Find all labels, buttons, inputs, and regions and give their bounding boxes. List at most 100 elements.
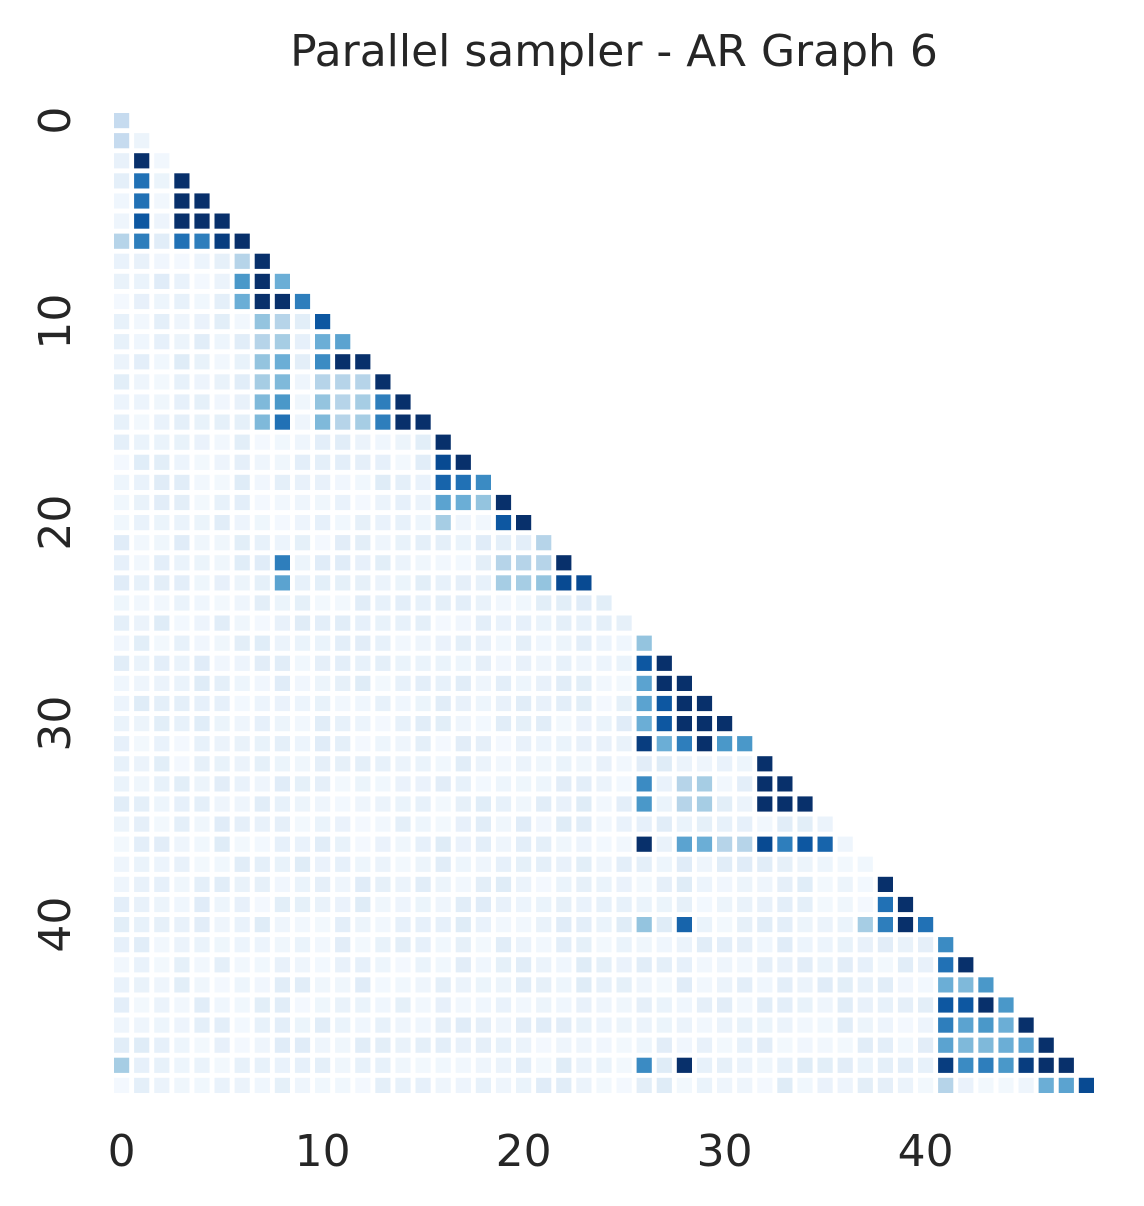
heatmap-cell (757, 937, 773, 953)
heatmap-cell (717, 736, 733, 752)
heatmap-cell (455, 1017, 471, 1033)
heatmap-cell (516, 1037, 532, 1053)
heatmap-cell (134, 414, 150, 430)
heatmap-cell (656, 896, 672, 913)
heatmap-cell (234, 796, 250, 812)
heatmap-cell (475, 1017, 491, 1033)
heatmap-cell (616, 917, 632, 933)
heatmap-cell (355, 1077, 371, 1093)
heatmap-cell (536, 575, 552, 591)
heatmap-cell (134, 957, 150, 973)
heatmap-cell (536, 695, 552, 712)
heatmap-cell (737, 937, 753, 953)
heatmap-cell (455, 796, 471, 812)
heatmap-cell (536, 655, 552, 671)
heatmap-cell (214, 374, 230, 390)
heatmap-cell (315, 314, 331, 330)
heatmap-cell (596, 695, 612, 712)
heatmap-cell (154, 836, 170, 852)
heatmap-cell (114, 555, 130, 571)
heatmap-cell (395, 695, 411, 712)
heatmap-cell (676, 997, 692, 1013)
heatmap-cell (516, 655, 532, 671)
heatmap-cell (274, 937, 290, 953)
heatmap-cell (234, 716, 250, 732)
heatmap-cell (495, 615, 512, 631)
heatmap-cell (837, 1017, 853, 1033)
heatmap-cell (656, 1057, 672, 1073)
heatmap-cell (596, 796, 612, 812)
heatmap-cell (696, 917, 713, 933)
heatmap-cell (777, 816, 793, 832)
heatmap-cell (516, 856, 532, 872)
heatmap-cell (475, 575, 491, 591)
heatmap-cell (475, 595, 491, 611)
heatmap-cell (214, 736, 230, 752)
heatmap-cell (154, 515, 170, 531)
heatmap-cell (475, 635, 491, 651)
heatmap-cell (857, 917, 873, 933)
heatmap-cell (415, 917, 431, 933)
heatmap-cell (194, 796, 210, 812)
heatmap-cell (636, 997, 652, 1013)
heatmap-cell (395, 896, 411, 913)
heatmap-cell (495, 816, 512, 832)
heatmap-cell (978, 997, 994, 1013)
heatmap-cell (274, 595, 290, 611)
heatmap-cell (335, 334, 351, 350)
heatmap-cell (1018, 1057, 1034, 1073)
heatmap-cell (696, 1017, 713, 1033)
heatmap-cell (495, 917, 512, 933)
heatmap-cell (435, 675, 451, 691)
heatmap-cell (134, 494, 150, 511)
heatmap-cell (315, 917, 331, 933)
heatmap-cell (978, 1037, 994, 1053)
heatmap-cell (857, 896, 873, 913)
heatmap-cell (435, 434, 451, 450)
heatmap-cell (194, 655, 210, 671)
heatmap-cell (134, 595, 150, 611)
heatmap-cell (395, 454, 411, 470)
heatmap-cell (897, 977, 914, 993)
heatmap-cell (114, 193, 130, 209)
heatmap-cell (1078, 1077, 1094, 1093)
heatmap-cell (315, 394, 331, 410)
heatmap-cell (154, 233, 170, 249)
heatmap-cell (596, 675, 612, 691)
heatmap-cell (214, 836, 230, 852)
heatmap-cell (777, 776, 793, 792)
heatmap-cell (576, 675, 592, 691)
heatmap-cell (214, 494, 230, 511)
heatmap-cell (536, 937, 552, 953)
heatmap-cell (676, 675, 692, 691)
heatmap-cell (254, 1057, 270, 1073)
y-tick-label: 10 (30, 294, 81, 350)
heatmap-cell (355, 917, 371, 933)
heatmap-cell (837, 896, 853, 913)
heatmap-cell (294, 937, 311, 953)
heatmap-cell (616, 695, 632, 712)
heatmap-cell (375, 615, 391, 631)
heatmap-cell (475, 1077, 491, 1093)
heatmap-cell (114, 233, 130, 249)
heatmap-cell (877, 997, 893, 1013)
heatmap-cell (536, 535, 552, 551)
heatmap-cell (415, 1037, 431, 1053)
heatmap-cell (254, 595, 270, 611)
heatmap-cell (596, 876, 612, 892)
heatmap-cell (254, 957, 270, 973)
heatmap-cell (315, 515, 331, 531)
heatmap-cell (998, 997, 1014, 1013)
heatmap-cell (194, 374, 210, 390)
heatmap-cell (817, 937, 833, 953)
heatmap-cell (495, 756, 512, 772)
heatmap-cell (415, 535, 431, 551)
heatmap-cell (616, 896, 632, 913)
heatmap-cell (717, 836, 733, 852)
heatmap-cell (556, 695, 572, 712)
heatmap-cell (254, 917, 270, 933)
heatmap-cell (495, 997, 512, 1013)
heatmap-cell (114, 153, 130, 169)
heatmap-cell (576, 736, 592, 752)
heatmap-cell (174, 635, 190, 651)
